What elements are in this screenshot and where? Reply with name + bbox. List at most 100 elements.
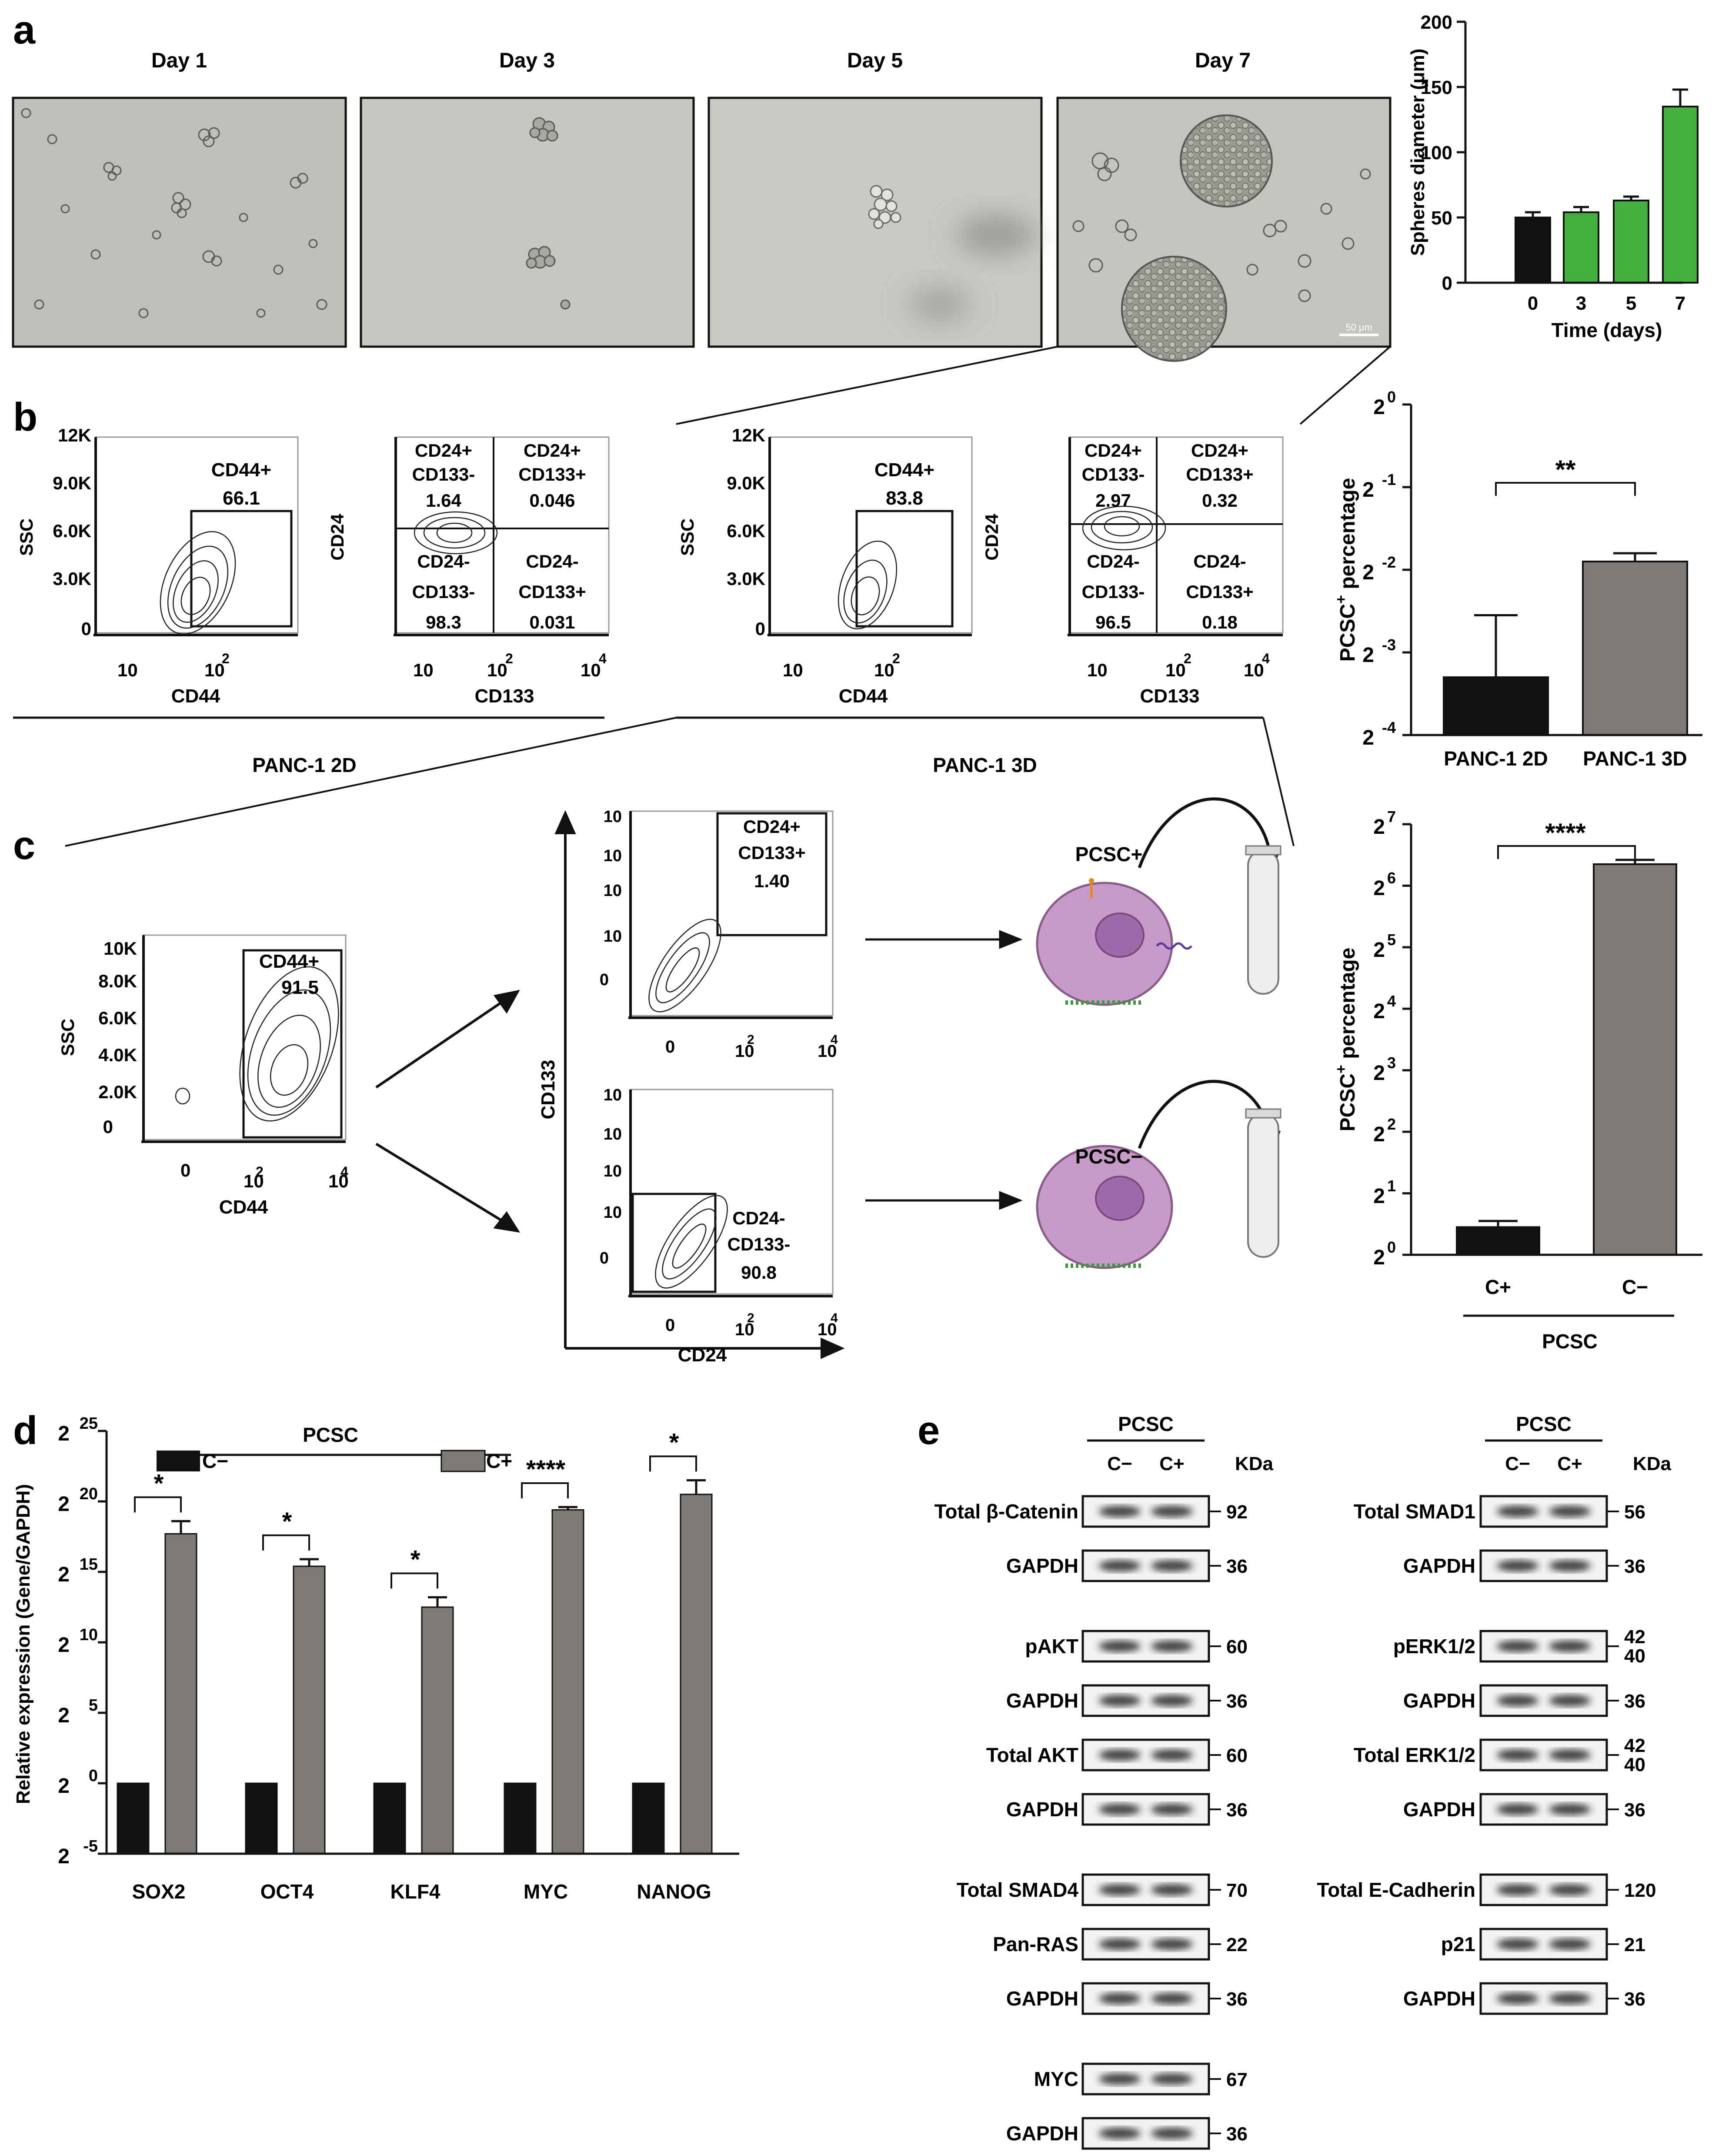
x-log-tick: 10 — [1165, 660, 1186, 680]
kda-value: 36 — [1226, 2123, 1248, 2145]
gate-label: CD133+ — [738, 842, 805, 863]
y-tick-exp: -3 — [1382, 636, 1396, 654]
blot-label: GAPDH — [1403, 1798, 1475, 1821]
x-log-exp: 2 — [747, 1033, 754, 1047]
protein-band — [1497, 1641, 1538, 1652]
quadrant-value: 0.32 — [1202, 490, 1238, 511]
y-tick-exp: 2 — [1387, 1115, 1396, 1133]
bar-c-minus — [245, 1782, 278, 1855]
protein-band — [1549, 1695, 1591, 1706]
quadrant-value: 0.046 — [529, 490, 575, 511]
ssc-tick: 4.0K — [98, 1045, 137, 1065]
flow-plot-cd24-cd133-2d: CD24+ CD133- 1.64 CD24+ CD133+ 0.046 CD2… — [327, 436, 610, 707]
y-axis-label: Relative expression (Gene/GAPDH) — [13, 1484, 34, 1804]
protein-band — [1549, 1993, 1591, 2004]
protein-band — [1151, 1939, 1193, 1950]
connector-line — [65, 717, 677, 847]
gate-value: 90.8 — [741, 1262, 777, 1283]
blot: GAPDH 36 — [1403, 1982, 1645, 2015]
day-label: Day 5 — [847, 49, 903, 72]
bar — [1443, 676, 1549, 736]
ssc-tick: 6.0K — [727, 521, 765, 541]
protein-band — [1099, 1993, 1141, 2004]
flow-plot-pcsc-positive: CD24+ CD133+ 1.40 10 10 10 10 0 0 10 2 1… — [600, 808, 838, 1061]
flow-plot-cd24-cd133-3d: CD24+ CD133- 2.97 CD24+ CD133+ 0.32 CD24… — [981, 436, 1284, 707]
protein-band — [1151, 2073, 1193, 2085]
quadrant-label: CD24+ — [1085, 440, 1142, 461]
protein-band — [1099, 1749, 1141, 1761]
x-log-tick: 10 — [328, 1171, 349, 1191]
x-log-tick: 10 — [874, 660, 894, 680]
protein-band — [1549, 1749, 1591, 1761]
scale-bar-label: 50 μm — [1345, 322, 1372, 333]
significance-bracket — [390, 1572, 438, 1589]
y-tick-label: 0 — [1442, 273, 1452, 294]
bar — [1593, 863, 1677, 1256]
x-axis-label: CD133 — [475, 685, 534, 707]
bar-c-plus — [551, 1509, 584, 1855]
y-tick-exp: -5 — [83, 1837, 98, 1855]
blot: Total AKT 60 — [986, 1738, 1248, 1772]
pcsc-sorted-bars — [1456, 859, 1677, 1256]
flow-plot-ssc-cd44-3d: CD44+ 83.8 12K 9.0K 6.0K 3.0K 0 SSC 10 1… — [677, 425, 973, 707]
flow-plot-pcsc-negative: CD24- CD133- 90.8 10 10 10 10 0 0 10 2 1… — [600, 1086, 838, 1339]
blot-label: Pan-RAS — [993, 1933, 1078, 1955]
y-tick-label: 2 — [1362, 726, 1374, 749]
cell-pcsc-positive — [1036, 878, 1192, 1006]
protein-band — [1099, 1560, 1141, 1571]
ssc-axis-label: SSC — [57, 1019, 78, 1056]
kda-value: 40 — [1624, 1645, 1645, 1667]
y-log-tick: 10 — [604, 1162, 622, 1180]
x-tick-label: KLF4 — [390, 1880, 441, 1903]
kda-value: 67 — [1226, 2069, 1248, 2090]
quadrant-label: CD24+ — [415, 440, 472, 461]
y-tick-label: 100 — [1421, 142, 1452, 164]
quadrant-value: 0.18 — [1202, 612, 1238, 632]
kda-value: 42 — [1624, 1626, 1645, 1648]
quadrant-label: CD24+ — [524, 440, 581, 461]
group-label: PCSC — [303, 1424, 358, 1446]
x-log-tick: 10 — [818, 1042, 837, 1061]
gate-value: 1.40 — [754, 871, 790, 891]
kda-value: 36 — [1624, 1556, 1645, 1577]
legend: C− C+ — [157, 1450, 512, 1472]
x-tick-label: 7 — [1675, 293, 1685, 314]
sphere-diameter-chart: 200 150 100 50 0 0 3 5 7 Time (days) Sph… — [1407, 12, 1699, 341]
blot-label: GAPDH — [1006, 1689, 1078, 1712]
blot: Pan-RAS 22 — [993, 1928, 1248, 1961]
x-log-tick: 10 — [487, 660, 507, 680]
cell-pcsc-negative — [1036, 1145, 1173, 1269]
protein-band — [1151, 1560, 1193, 1571]
ssc-axis-label: SSC — [677, 518, 697, 556]
blot-label: Total β-Catenin — [934, 1500, 1078, 1523]
y-tick-exp: 0 — [1387, 1238, 1396, 1256]
legend-label: C+ — [486, 1450, 512, 1472]
y-tick-label: 2 — [1373, 939, 1385, 962]
pcsc-positive-label: PCSC+ — [1075, 843, 1143, 866]
gate-value: 66.1 — [223, 488, 260, 509]
panel-letter-b: b — [13, 395, 37, 439]
x-log-exp: 4 — [831, 1033, 838, 1047]
gate-label: CD44+ — [874, 459, 934, 481]
gate-label: CD24- — [732, 1208, 785, 1228]
protein-band — [1497, 1993, 1538, 2004]
protein-band — [1497, 1506, 1538, 1517]
pcsc-sorted-chart: 2 7 2 6 2 5 2 4 2 3 2 2 2 1 2 0 PCSC+ pe… — [1333, 808, 1702, 1353]
significance-mark: **** — [1545, 818, 1586, 847]
y-tick-exp: 0 — [89, 1767, 98, 1785]
pcsc-header: PCSC — [1118, 1413, 1174, 1435]
ssc-tick: 12K — [58, 425, 91, 445]
x-tick-label: NANOG — [637, 1880, 711, 1903]
protein-band — [1151, 1695, 1193, 1706]
x-axis-label: Time (days) — [1552, 319, 1662, 341]
protein-band — [1497, 1749, 1538, 1761]
significance-mark: **** — [526, 1455, 566, 1484]
blot: pAKT 60 — [1025, 1630, 1248, 1663]
bar-c-minus — [504, 1782, 537, 1855]
sort-arrows — [865, 930, 1023, 1210]
x-log-tick: 10 — [413, 660, 434, 680]
protein-band — [1151, 1993, 1193, 2004]
quadrant-label: CD24- — [1087, 551, 1139, 572]
micrograph-day-7: 50 μm — [1056, 97, 1392, 362]
kda-value: 42 — [1624, 1735, 1645, 1756]
